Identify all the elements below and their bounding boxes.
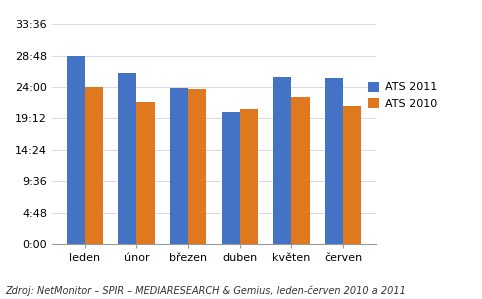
Bar bbox=[85, 87, 103, 244]
Text: Zdroj: NetMonitor – SPIR – MEDIARESEARCH & Gemius, leden-červen 2010 a 2011: Zdroj: NetMonitor – SPIR – MEDIARESEARCH… bbox=[5, 286, 406, 296]
Bar bbox=[67, 56, 85, 244]
Bar bbox=[292, 97, 309, 244]
Bar bbox=[240, 109, 258, 244]
Bar bbox=[273, 77, 292, 244]
Bar bbox=[188, 89, 206, 244]
Bar bbox=[222, 112, 240, 244]
Bar bbox=[325, 78, 343, 244]
Bar bbox=[136, 102, 155, 244]
Legend: ATS 2011, ATS 2010: ATS 2011, ATS 2010 bbox=[364, 77, 442, 113]
Bar bbox=[119, 73, 136, 244]
Bar bbox=[343, 106, 361, 244]
Bar bbox=[170, 88, 188, 244]
